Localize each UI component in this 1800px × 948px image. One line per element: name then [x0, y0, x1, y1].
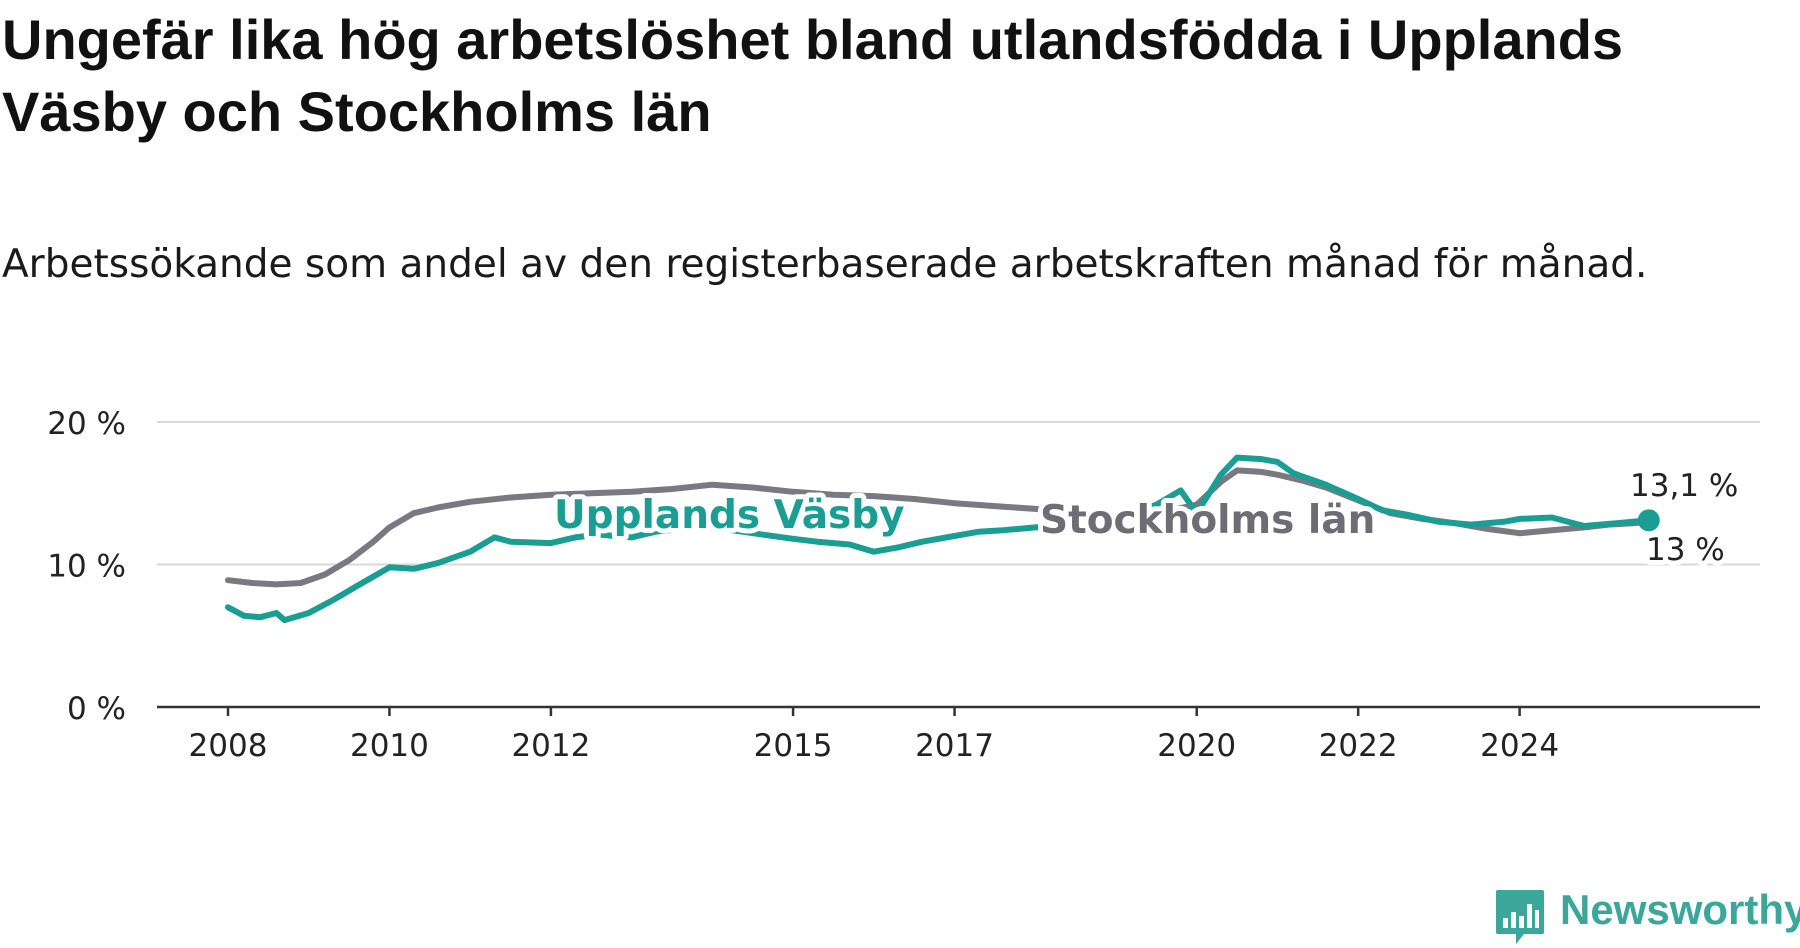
x-tick-label: 2017 [915, 728, 994, 764]
x-tick-label: 2012 [511, 728, 590, 764]
series-label-stockholms-lan-halo: Stockholms län [1040, 498, 1375, 543]
y-axis-labels: 0 % 10 % 20 % [47, 406, 126, 727]
x-tick-label: 2015 [754, 728, 833, 764]
series-label-upplands-vasby-halo: Upplands Väsby [554, 493, 905, 538]
end-value-upplands-vasby: 13,1 % [1630, 468, 1738, 504]
grid-lines [157, 421, 1760, 566]
x-tick-label: 2008 [189, 728, 268, 764]
series-label-stockholms-lan: Stockholms län [1040, 498, 1375, 543]
bar-chart-bubble-icon [1496, 890, 1544, 944]
y-tick-label: 20 % [47, 406, 126, 442]
series-line-upplands-vasby [225, 454, 1652, 624]
end-value-upplands-vasby-halo: 13,1 % [1630, 468, 1738, 504]
x-axis: 2008 2010 2012 2015 2017 2020 2022 2024 [157, 705, 1760, 764]
y-tick-label: 0 % [67, 691, 126, 727]
series-line-stockholms-lan [225, 467, 1652, 588]
series-lines [225, 454, 1660, 624]
newsworthy-brand[interactable]: Newsworthy [1494, 886, 1800, 944]
y-tick-label: 10 % [47, 549, 126, 585]
brand-name: Newsworthy [1560, 886, 1800, 933]
x-tick-label: 2010 [350, 728, 429, 764]
line-chart: 0 % 10 % 20 % 2008 2010 2012 2015 2017 2020 2022… [47, 406, 1760, 764]
chart-title: Ungefär lika hög arbetslöshet bland utla… [2, 8, 1624, 143]
chart-subtitle: Arbetssökande som andel av den registerb… [2, 242, 1648, 287]
x-tick-label: 2020 [1157, 728, 1236, 764]
end-value-stockholms-lan-halo: 13 % [1646, 532, 1725, 568]
end-value-stockholms-lan: 13 % [1646, 532, 1725, 568]
x-tick-label: 2024 [1480, 728, 1559, 764]
series-label-upplands-vasby: Upplands Väsby [554, 493, 905, 538]
x-tick-label: 2022 [1319, 728, 1398, 764]
end-point-marker [1637, 509, 1660, 532]
